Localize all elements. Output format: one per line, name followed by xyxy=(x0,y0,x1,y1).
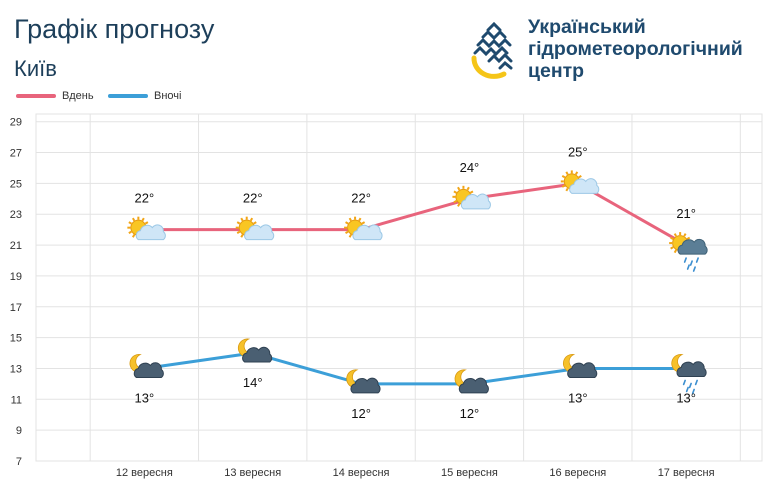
drop-logo-icon xyxy=(471,21,513,79)
night-data-label: 12° xyxy=(351,406,371,421)
y-tick-label: 17 xyxy=(10,302,22,314)
sun-cloud-icon xyxy=(560,170,600,194)
day-data-label: 22° xyxy=(135,191,155,206)
moon-rain-cloud-icon xyxy=(671,354,707,395)
ukrhydromet-logo: Український гідрометеорологічний центр xyxy=(466,16,766,86)
y-tick-label: 9 xyxy=(16,425,22,437)
logo-line-3: центр xyxy=(528,60,585,82)
moon-cloud-icon xyxy=(454,369,489,394)
y-tick-label: 23 xyxy=(10,209,22,221)
y-tick-label: 13 xyxy=(10,363,22,375)
night-data-label: 14° xyxy=(243,375,263,390)
x-tick-label: 15 вересня xyxy=(441,467,498,479)
night-data-label: 13° xyxy=(135,390,155,405)
day-data-label: 24° xyxy=(460,160,480,175)
y-tick-label: 21 xyxy=(10,240,22,252)
moon-cloud-icon xyxy=(129,354,164,378)
night-series-line xyxy=(144,351,687,386)
moon-cloud-icon xyxy=(237,338,273,363)
city-name: Київ xyxy=(14,56,57,81)
x-tick-label: 12 вересня xyxy=(116,467,173,479)
x-tick-label: 16 вересня xyxy=(549,467,606,479)
logo-line-1: Український xyxy=(528,16,646,38)
sun-cloud-icon xyxy=(127,216,166,241)
day-data-label: 22° xyxy=(243,191,263,206)
logo-line-2: гідрометеорологічний xyxy=(528,38,743,60)
x-tick-label: 14 вересня xyxy=(333,467,390,479)
y-tick-label: 15 xyxy=(10,333,22,345)
day-data-label: 21° xyxy=(676,206,696,221)
legend-night-swatch xyxy=(108,94,148,99)
page-title: Графік прогнозу xyxy=(14,14,215,44)
y-tick-label: 11 xyxy=(11,394,22,406)
y-tick-label: 27 xyxy=(10,148,22,160)
legend-day-swatch xyxy=(16,94,56,99)
moon-cloud-icon xyxy=(346,369,381,394)
plot-area xyxy=(35,113,763,462)
sun-cloud-icon xyxy=(235,216,275,241)
x-tick-label: 17 вересня xyxy=(658,467,715,479)
moon-cloud-icon xyxy=(563,354,598,378)
day-data-label: 25° xyxy=(568,144,588,159)
legend-night-label: Вночі xyxy=(154,90,182,102)
night-data-label: 12° xyxy=(460,406,480,421)
sun-cloud-icon xyxy=(452,185,491,210)
y-tick-label: 7 xyxy=(16,456,22,468)
sun-cloud-icon xyxy=(344,216,383,241)
night-data-label: 13° xyxy=(568,390,588,405)
day-data-label: 22° xyxy=(351,191,371,206)
sun-rain-cloud-icon xyxy=(669,232,708,272)
y-tick-label: 19 xyxy=(10,271,22,283)
legend-day: Вдень xyxy=(16,90,94,102)
legend-day-label: Вдень xyxy=(62,90,94,102)
y-tick-label: 29 xyxy=(10,117,22,129)
x-tick-label: 13 вересня xyxy=(224,467,281,479)
legend-night: Вночі xyxy=(108,90,181,102)
y-tick-label: 25 xyxy=(10,178,22,190)
night-data-label: 13° xyxy=(676,390,696,405)
